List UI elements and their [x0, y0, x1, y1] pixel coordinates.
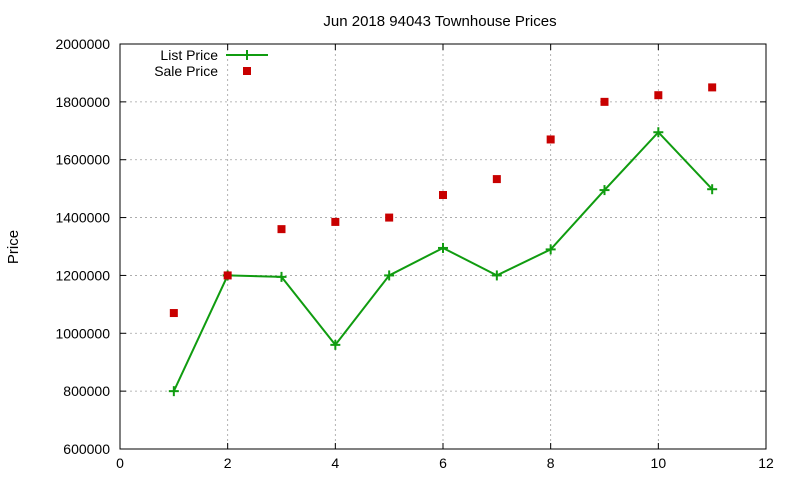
- sale-price-point: [385, 213, 394, 222]
- sale-price-point: [492, 175, 501, 184]
- list-price-point: [491, 270, 502, 281]
- list-price-point: [330, 339, 341, 350]
- chart-title: Jun 2018 94043 Townhouse Prices: [323, 13, 556, 30]
- y-tick-label: 1200000: [55, 267, 110, 283]
- list-price-point: [545, 244, 556, 255]
- list-price-point: [276, 271, 287, 282]
- list-price-point: [168, 386, 179, 397]
- x-tick-label: 8: [547, 455, 555, 471]
- list-price-point: [653, 127, 664, 138]
- y-axis-label: Price: [5, 230, 22, 264]
- list-price-point: [438, 242, 448, 253]
- x-tick-label: 12: [758, 455, 774, 471]
- sale-price-point: [277, 225, 286, 234]
- y-tick-label: 1600000: [55, 152, 110, 168]
- y-tick-label: 1400000: [55, 210, 110, 226]
- legend-label-list-price: List Price: [160, 47, 218, 63]
- list-price-point: [707, 184, 718, 195]
- x-axis-ticks: 0 2 4 6 8 10 12: [116, 44, 774, 471]
- legend-sample-list-price: [226, 50, 268, 60]
- y-tick-label: 600000: [63, 441, 110, 457]
- x-tick-label: 6: [439, 455, 447, 471]
- series: [168, 83, 718, 397]
- sale-price-point: [654, 91, 663, 100]
- y-axis-ticks: 600000 800000 1000000 1200000 1400000 1600000…: [55, 36, 766, 457]
- x-tick-label: 2: [224, 455, 232, 471]
- y-tick-label: 1000000: [55, 325, 110, 341]
- x-tick-label: 4: [331, 455, 339, 471]
- x-tick-label: 10: [651, 455, 667, 471]
- sale-price-point: [169, 309, 178, 318]
- sale-price-point: [546, 135, 555, 144]
- legend: List Price Sale Price: [154, 47, 268, 79]
- list-price-point: [384, 270, 395, 281]
- legend-label-sale-price: Sale Price: [154, 63, 218, 79]
- sale-price-point: [600, 97, 609, 106]
- sale-price-point: [331, 217, 340, 226]
- sale-price-point: [439, 191, 447, 200]
- sale-price-point: [223, 271, 232, 280]
- list-price-point: [599, 185, 610, 196]
- x-tick-label: 0: [116, 455, 124, 471]
- legend-sample-sale-price: [243, 67, 251, 75]
- y-tick-label: 2000000: [55, 36, 110, 52]
- legend-marker: [242, 50, 252, 60]
- legend-marker: [243, 67, 251, 75]
- y-tick-label: 800000: [63, 383, 110, 399]
- y-tick-label: 1800000: [55, 94, 110, 110]
- sale-price-point: [708, 83, 717, 92]
- list-price-line: [172, 130, 713, 392]
